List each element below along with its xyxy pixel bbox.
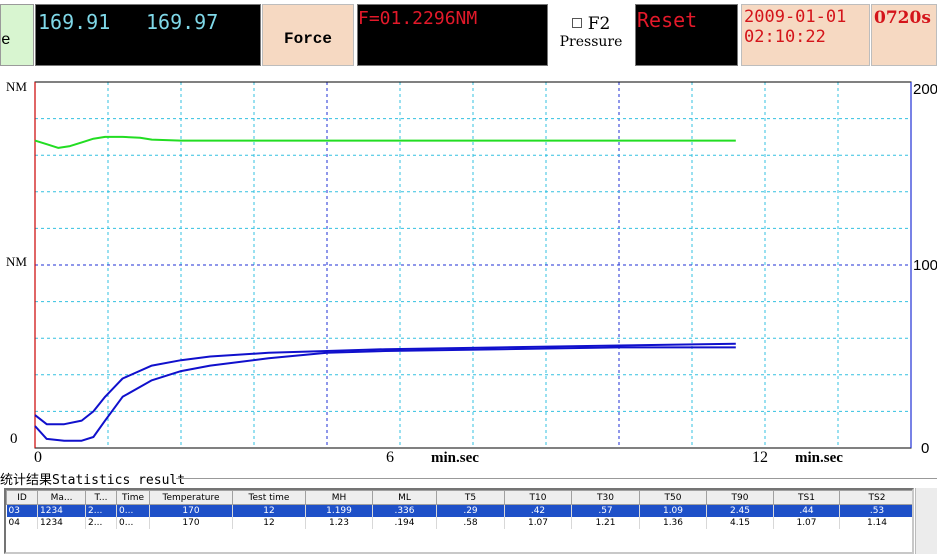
force-value-display: F=01.2296NM <box>357 4 548 66</box>
statistics-table-container[interactable]: ID Ma... T... Time Temperature Test time MH ML T… <box>4 488 914 554</box>
column-header[interactable]: T50 <box>639 490 707 505</box>
table-cell: .42 <box>504 504 572 517</box>
table-cell: 1.23 <box>305 516 373 529</box>
temperature-upper-value: 169.91 <box>38 10 111 34</box>
table-row[interactable]: 03 1234 2... 0... 170 12 1.199.336.29.42.57 1.0… <box>6 504 912 517</box>
table-cell: 03 <box>6 504 38 517</box>
top-toolbar: e 169.91 169.97 Force F=01.2296NM F2 Pre… <box>0 0 937 68</box>
statistics-table: ID Ma... T... Time Temperature Test time MH ML T… <box>6 490 912 529</box>
table-cell: 1.14 <box>839 516 912 529</box>
column-header[interactable]: T... <box>85 490 117 505</box>
reset-button[interactable]: Reset <box>635 4 738 66</box>
table-cell: 170 <box>149 516 233 529</box>
chart-grid <box>35 82 911 448</box>
chart-series <box>34 135 736 442</box>
table-scrollbar[interactable] <box>915 488 937 554</box>
table-cell: 1.199 <box>305 504 373 517</box>
table-cell: .29 <box>436 504 505 517</box>
force-button[interactable]: Force <box>262 4 354 66</box>
table-cell: 2.45 <box>706 504 774 517</box>
temperature-lower-value: 169.97 <box>146 10 219 34</box>
column-header[interactable]: Temperature <box>149 490 233 505</box>
column-header[interactable]: MH <box>305 490 373 505</box>
left-axis-label-middle: NM <box>6 254 27 269</box>
table-cell: 04 <box>6 516 38 529</box>
statistics-title: 统计结果Statistics result <box>0 473 186 488</box>
right-tick-100: 100 <box>913 257 937 274</box>
x-axis-unit-2: min.sec <box>795 450 843 466</box>
x-tick-6: 6 <box>386 449 394 466</box>
column-header[interactable]: T10 <box>504 490 572 505</box>
table-cell: 0... <box>116 504 150 517</box>
time-text: 02:10:22 <box>744 27 826 47</box>
table-cell: .57 <box>571 504 640 517</box>
column-header[interactable]: ID <box>6 490 38 505</box>
lower-curve-2 <box>34 346 736 442</box>
pressure-label: Pressure <box>559 34 623 50</box>
timer-display: 0720s <box>871 4 937 66</box>
left-axis-label-bottom: 0 <box>10 431 18 447</box>
table-cell: 170 <box>149 504 233 517</box>
column-header[interactable]: ML <box>372 490 437 505</box>
table-cell: 12 <box>232 504 306 517</box>
x-axis-unit-1: min.sec <box>431 450 479 466</box>
lower-curve-1 <box>34 342 736 426</box>
right-tick-200: 200 <box>913 81 937 98</box>
table-cell: 2... <box>85 516 117 529</box>
datetime-display: 2009-01-01 02:10:22 <box>741 4 870 66</box>
f2-pressure-toggle[interactable]: F2 Pressure <box>550 4 632 66</box>
table-cell: .44 <box>773 504 840 517</box>
column-header[interactable]: T5 <box>436 490 505 505</box>
column-header[interactable]: TS2 <box>839 490 912 505</box>
table-cell: 1.09 <box>639 504 707 517</box>
x-tick-0: 0 <box>34 449 42 466</box>
table-cell: .58 <box>436 516 505 529</box>
table-cell: 1.36 <box>639 516 707 529</box>
statistics-header-row: ID Ma... T... Time Temperature Test time MH ML T… <box>6 490 912 505</box>
right-tick-0: 0 <box>921 440 929 457</box>
left-mode-button[interactable]: e <box>0 4 34 66</box>
column-header[interactable]: TS1 <box>773 490 840 505</box>
table-cell: .194 <box>372 516 437 529</box>
table-cell: 1234 <box>37 504 86 517</box>
column-header[interactable]: Time <box>116 490 150 505</box>
column-header[interactable]: Ma... <box>37 490 86 505</box>
f2-label: F2 <box>587 14 611 34</box>
date-text: 2009-01-01 <box>744 7 847 27</box>
column-header[interactable]: T90 <box>706 490 774 505</box>
x-tick-12: 12 <box>752 449 768 466</box>
statistics-body: 03 1234 2... 0... 170 12 1.199.336.29.42.57 1.0… <box>6 504 912 529</box>
column-header[interactable]: T30 <box>571 490 640 505</box>
rheometer-chart: NM NM 0 200 100 0 0 6 12 min.sec min.sec <box>6 79 937 466</box>
table-cell: 1.07 <box>504 516 572 529</box>
upper-torque-curve <box>34 135 736 149</box>
table-cell: 1.21 <box>571 516 640 529</box>
table-cell: 2... <box>85 504 117 517</box>
table-cell: .53 <box>839 504 912 517</box>
table-cell: 1234 <box>37 516 86 529</box>
table-row[interactable]: 04 1234 2... 0... 170 12 1.23.194.58 1.07 1.21 1.… <box>6 516 912 529</box>
table-cell: 12 <box>232 516 306 529</box>
statistics-divider <box>176 478 937 479</box>
column-header[interactable]: Test time <box>232 490 306 505</box>
table-cell: 1.07 <box>773 516 840 529</box>
f2-checkbox[interactable] <box>571 18 582 28</box>
left-axis-label-top: NM <box>6 79 27 94</box>
table-cell: .336 <box>372 504 437 517</box>
table-cell: 4.15 <box>706 516 774 529</box>
temperature-display: 169.91 169.97 <box>35 4 261 66</box>
table-cell: 0... <box>116 516 150 529</box>
